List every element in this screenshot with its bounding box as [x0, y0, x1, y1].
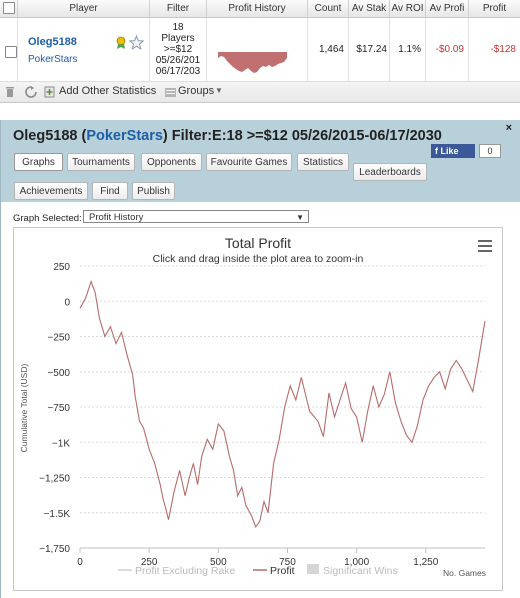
x-tick-label: 250	[141, 557, 158, 568]
legend-profit-excluding-rake: Profit Excluding Rake	[135, 565, 236, 577]
chart-container[interactable]: Total Profit Click and drag inside the pl…	[13, 227, 503, 591]
player-name-link[interactable]: Oleg5188	[28, 36, 77, 48]
x-tick-label: 750	[279, 557, 296, 568]
tab-opponents[interactable]: Opponents	[141, 153, 202, 171]
col-profit-history[interactable]: Profit History	[207, 0, 308, 17]
tab-tournaments[interactable]: Tournaments	[67, 153, 135, 171]
tab-graphs[interactable]: Graphs	[14, 153, 63, 171]
y-tick-label: −1.5K	[44, 509, 71, 520]
groups-button[interactable]: Groups	[178, 85, 215, 97]
chart-menu-icon[interactable]	[478, 240, 492, 252]
add-statistics-icon[interactable]	[44, 86, 55, 98]
tab-leaderboards[interactable]: Leaderboards	[353, 163, 427, 181]
select-all-checkbox[interactable]	[3, 2, 15, 14]
facebook-like-button[interactable]: f Like	[431, 144, 475, 158]
x-tick-label: 1,000	[344, 557, 369, 568]
select-all-checkbox-header[interactable]	[0, 0, 18, 17]
tab-publish[interactable]: Publish	[132, 182, 175, 200]
like-count: 0	[479, 144, 501, 158]
close-icon[interactable]: ×	[505, 122, 512, 134]
legend-marker-significant-wins	[307, 564, 319, 574]
add-other-statistics-button[interactable]: Add Other Statistics	[59, 85, 157, 97]
x-tick-label: 0	[77, 557, 83, 568]
profit-history-sparkline[interactable]	[218, 52, 288, 76]
panel-title: Oleg5188 (PokerStars) Filter:E:18 >=$12 …	[13, 128, 442, 144]
refresh-icon[interactable]	[25, 86, 37, 98]
x-tick-label: 1,250	[413, 557, 438, 568]
chart-subtitle: Click and drag inside the plot area to z…	[153, 253, 364, 265]
panel-header: Oleg5188 (PokerStars) Filter:E:18 >=$12 …	[1, 120, 520, 202]
y-tick-label: −500	[47, 368, 70, 379]
y-tick-label: −1K	[52, 438, 70, 449]
y-tick-label: −1,750	[39, 544, 70, 555]
y-tick-label: −1,250	[39, 474, 70, 485]
legend-significant-wins: Significant Wins	[323, 565, 398, 577]
y-tick-label: 250	[53, 262, 70, 273]
graph-select-dropdown[interactable]: Profit History ▼	[83, 210, 309, 223]
av-roi-value: 1.1%	[398, 44, 421, 55]
stats-table-header: Player Filter Profit History Count Av St…	[0, 0, 520, 18]
av-stake-value: $17.24	[356, 44, 387, 55]
profit-chart[interactable]: Total Profit Click and drag inside the pl…	[14, 228, 502, 590]
profit-value: -$128	[490, 44, 516, 55]
tab-achievements[interactable]: Achievements	[14, 182, 88, 200]
col-profit[interactable]: Profit	[482, 3, 507, 14]
tab-statistics[interactable]: Statistics	[297, 153, 349, 171]
player-stats-panel: Oleg5188 (PokerStars) Filter:E:18 >=$12 …	[0, 120, 520, 598]
graph-selected-label: Graph Selected:	[13, 213, 82, 224]
table-toolbar: Add Other Statistics Groups ▼	[0, 82, 520, 103]
groups-icon	[165, 88, 176, 97]
col-av-stake[interactable]: Av Stak	[349, 0, 390, 17]
x-axis-title: No. Games	[443, 568, 486, 578]
y-tick-label: 0	[64, 297, 70, 308]
trash-icon[interactable]	[5, 86, 15, 98]
x-tick-label: 500	[210, 557, 227, 568]
table-row[interactable]: Oleg5188 PokerStars 18 Players >=$12 05/…	[0, 18, 520, 82]
count-value: 1,464	[318, 44, 344, 55]
col-count[interactable]: Count	[308, 0, 349, 17]
row-checkbox[interactable]	[5, 46, 17, 58]
chevron-down-icon[interactable]: ▼	[215, 86, 223, 95]
graph-select-value: Profit History	[89, 212, 144, 223]
av-profit-value: -$0.09	[435, 44, 464, 55]
col-av-roi[interactable]: Av ROI	[390, 0, 426, 17]
col-player[interactable]: Player	[18, 0, 150, 17]
filter-summary: 18 Players >=$12 05/26/201 06/17/203	[155, 22, 201, 77]
legend-profit: Profit	[270, 565, 295, 577]
y-tick-label: −750	[47, 403, 70, 414]
profit-series-line	[79, 279, 486, 529]
chart-title: Total Profit	[225, 235, 291, 251]
col-filter[interactable]: Filter	[150, 0, 207, 17]
player-site-link[interactable]: PokerStars	[28, 54, 78, 65]
y-tick-label: −250	[47, 333, 70, 344]
tab-favourite-games[interactable]: Favourite Games	[206, 153, 292, 171]
y-axis-title: Cumulative Total (USD)	[19, 364, 29, 453]
star-icon[interactable]	[129, 35, 144, 50]
award-icon	[116, 36, 126, 49]
col-av-profit[interactable]: Av Profi	[426, 0, 469, 17]
tab-find[interactable]: Find	[92, 182, 128, 200]
dropdown-arrow-icon[interactable]: ▼	[296, 213, 304, 222]
